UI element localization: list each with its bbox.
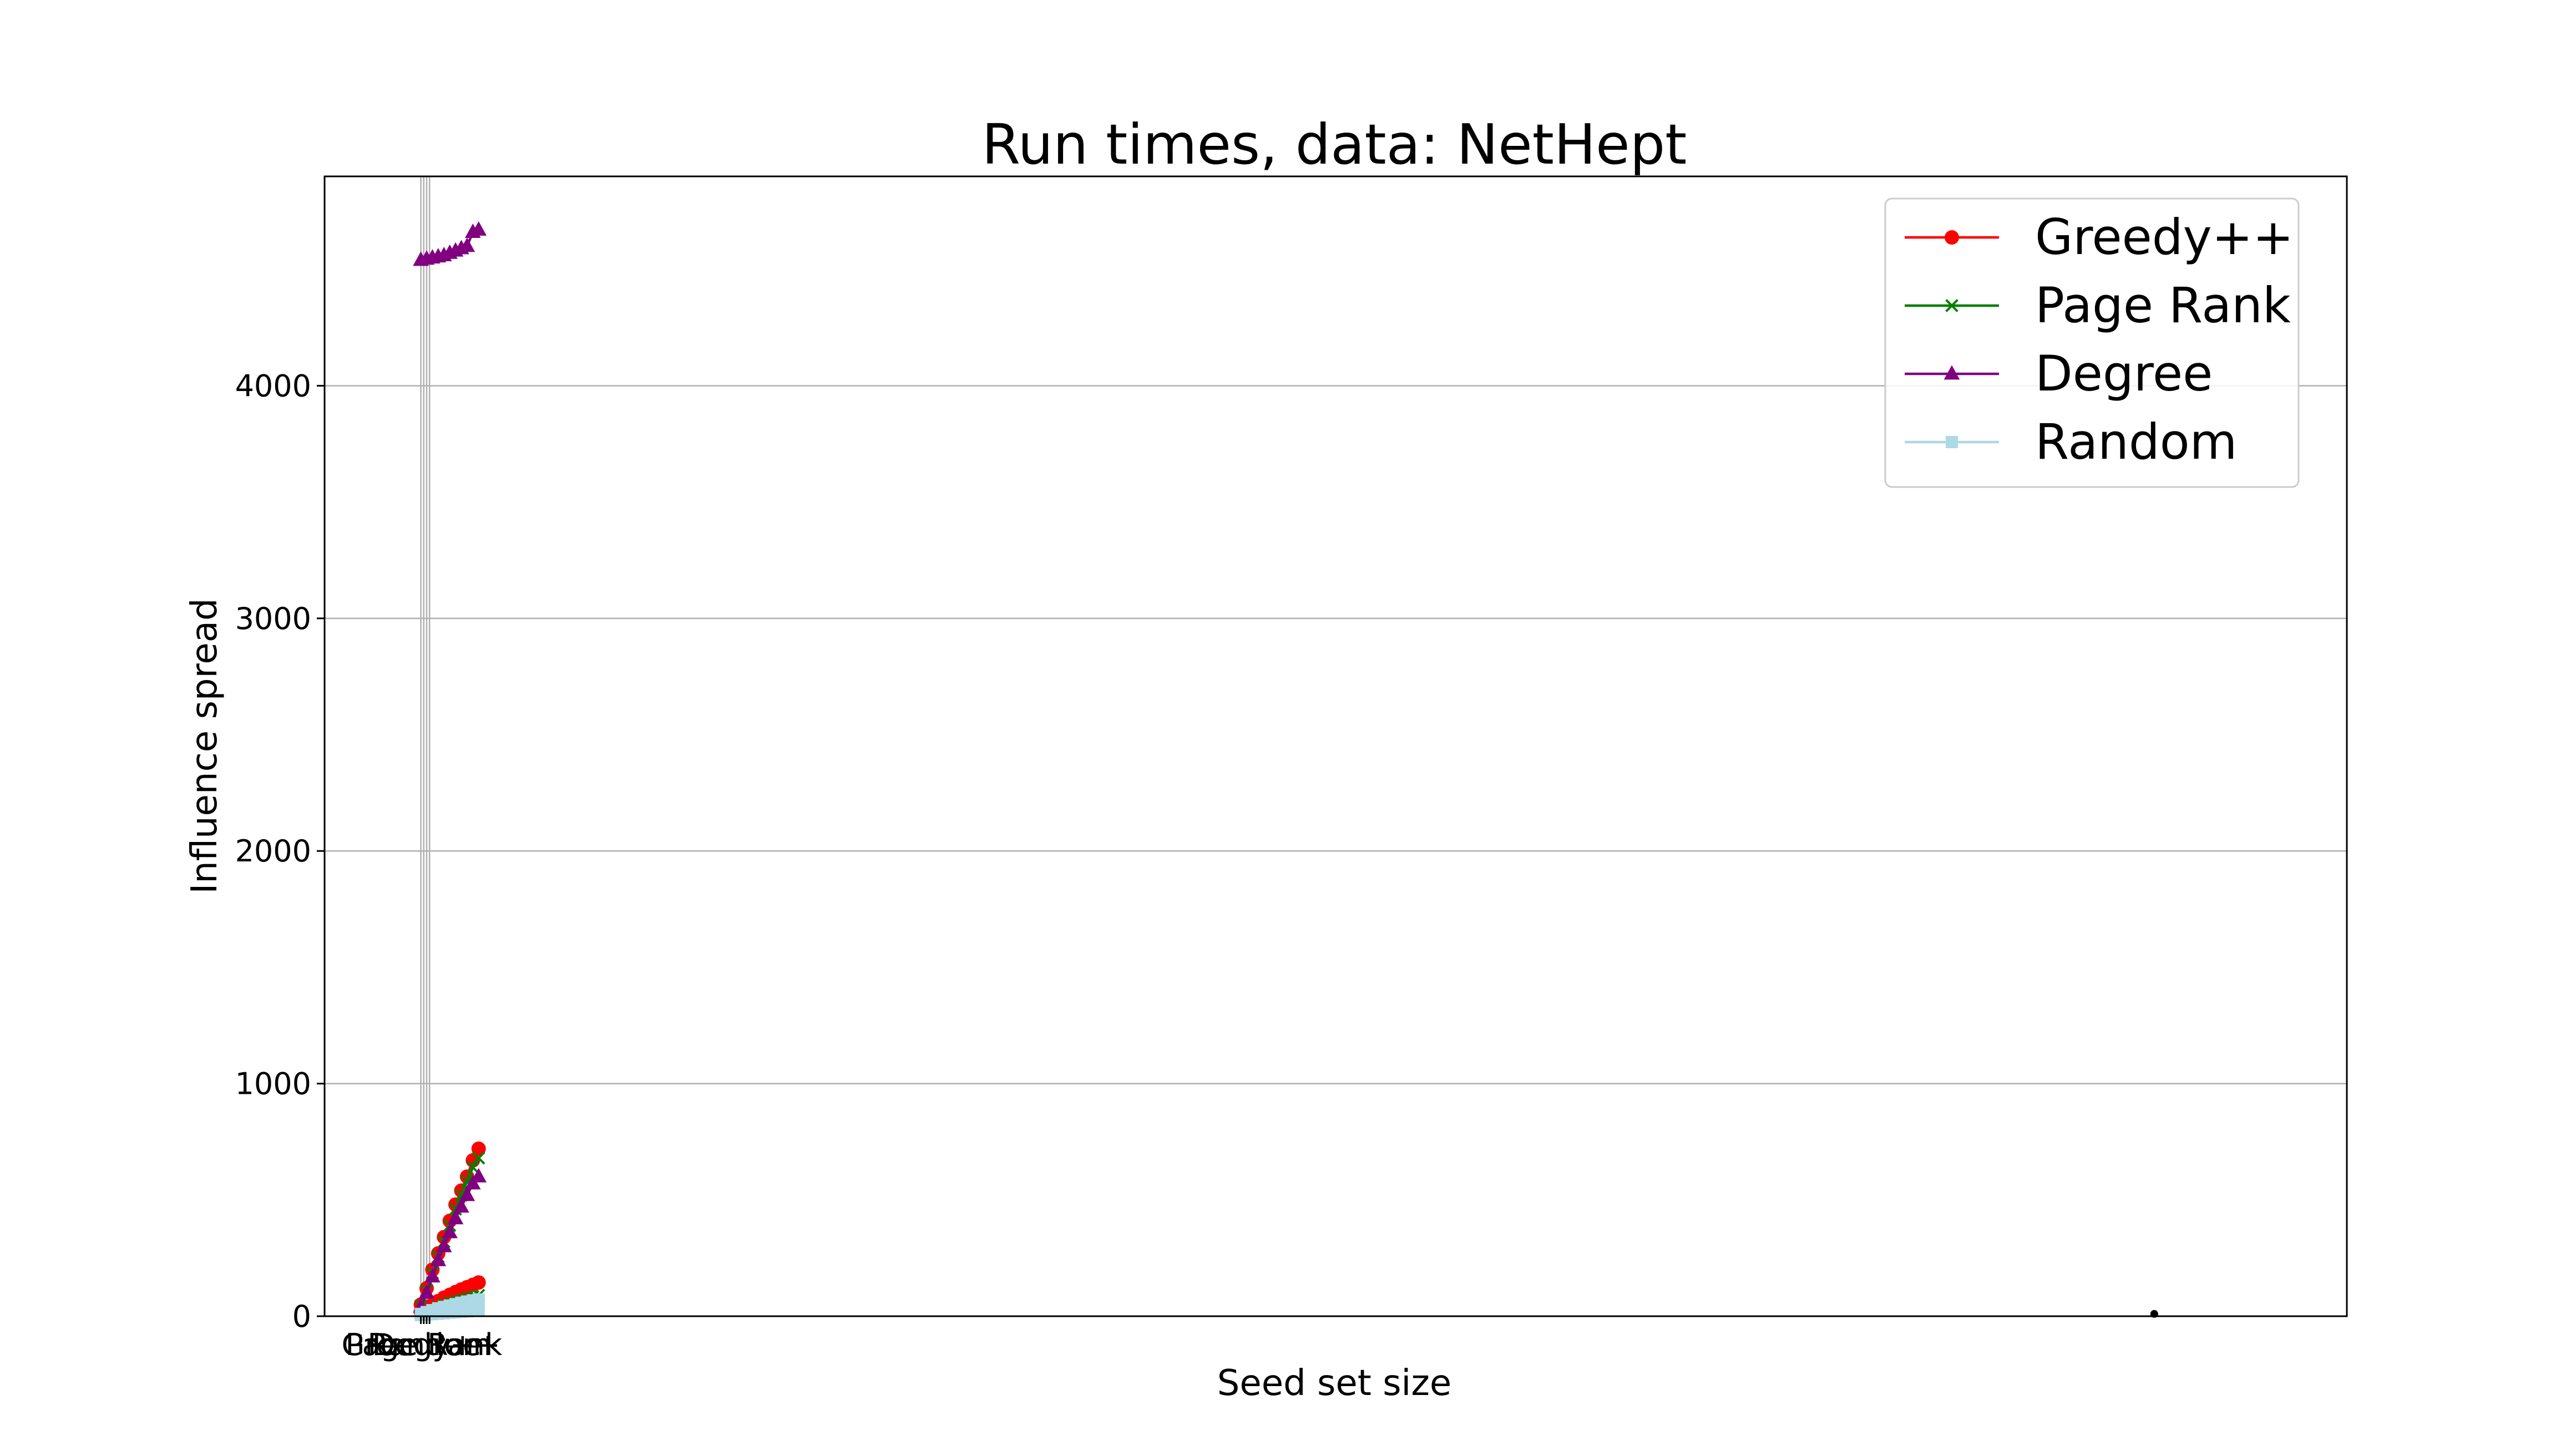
y-tick-label: 0 [292,1299,311,1334]
legend-item: Degree [1905,345,2213,402]
series-random [414,1293,485,1320]
data-point [471,1142,486,1156]
y-tick-label: 2000 [235,834,311,869]
chart-title: Run times, data: NetHept [982,112,1687,177]
legend-item: Greedy++ [1905,209,2294,266]
legend-item: Page Rank [1905,277,2291,334]
x-tick-label: Page Rank [345,1327,503,1362]
data-point [466,1160,480,1174]
data-point [424,1268,441,1283]
x-tick-label: Greedy++ [342,1327,500,1362]
x-tick-label: Degree [372,1327,482,1362]
data-point [1944,365,1960,380]
data-point [472,1293,485,1306]
gridlines [325,385,2347,1317]
data-point [447,1210,464,1225]
data-point [470,1168,487,1183]
legend-box [1884,197,2300,488]
data-point [453,1198,469,1213]
legend-label: Random [2035,413,2237,470]
legend: Greedy++ Page Rank Degree Random [1884,197,2300,488]
legend-item: Random [1905,413,2237,470]
plot-frame [323,175,2348,1317]
vertical-tick-lines [420,176,431,1316]
data-point [472,1151,485,1165]
legend-label: Page Rank [2035,277,2291,334]
x-tick-label: Random [367,1327,492,1362]
y-tick-label: 4000 [235,368,311,403]
data-point [436,1237,452,1252]
x-axis-label: Seed set size [1217,1363,1452,1404]
legend-label: Degree [2035,345,2213,402]
y-axis-label: Influence spread [184,598,225,894]
data-point [442,1224,458,1239]
y-axis-ticks: 0 1000 2000 3000 4000 [235,368,325,1334]
data-point [430,1251,447,1266]
data-point [1945,299,1958,312]
y-tick-label: 1000 [235,1067,311,1102]
data-point [459,1186,475,1201]
data-point [418,1284,435,1299]
y-tick-label: 3000 [235,601,311,636]
legend-label: Greedy++ [2035,209,2294,266]
data-point [1945,230,1959,245]
data-point [471,1275,486,1290]
data-point [459,237,475,252]
data-point [1945,435,1958,449]
data-point [472,1304,485,1317]
data-point [470,221,487,236]
series-degree [413,221,487,266]
